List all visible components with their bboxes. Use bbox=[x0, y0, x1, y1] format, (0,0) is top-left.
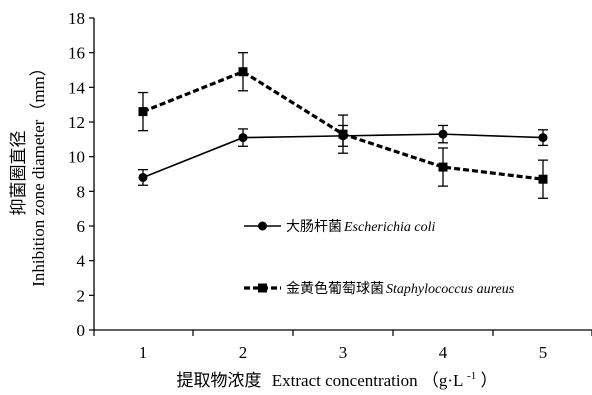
y-tick-label: 0 bbox=[77, 321, 86, 340]
data-point bbox=[138, 172, 148, 182]
y-tick-label: 2 bbox=[77, 286, 86, 305]
data-point bbox=[538, 133, 548, 143]
data-point bbox=[138, 107, 148, 117]
x-axis-title-cn: 提取物浓度 bbox=[177, 371, 262, 390]
y-tick-label: 16 bbox=[68, 44, 85, 63]
series-2 bbox=[138, 52, 548, 199]
y-tick-label: 14 bbox=[68, 78, 86, 97]
legend: 大肠杆菌 Escherichia coli 金黄色葡萄球菌 Staphylococcu… bbox=[244, 219, 515, 297]
y-tick-label: 8 bbox=[77, 182, 86, 201]
data-point bbox=[538, 174, 548, 184]
x-axis-title-en: Extract concentration bbox=[272, 371, 418, 390]
y-tick-label: 4 bbox=[77, 252, 86, 271]
x-axis-title: 提取物浓度 Extract concentration （g·L -1 ） bbox=[177, 364, 498, 390]
y-axis-title-cn: 抑菌圈直径 bbox=[9, 131, 28, 216]
legend-marker bbox=[258, 221, 267, 231]
y-tick-label: 6 bbox=[77, 217, 86, 236]
x-axis-title-unit-sup: -1 bbox=[467, 370, 476, 382]
y-tick-label: 18 bbox=[68, 9, 85, 28]
series-layer bbox=[138, 52, 548, 199]
x-tick-label: 4 bbox=[439, 343, 448, 362]
legend-name-latin: Staphylococcus aureus bbox=[386, 282, 515, 297]
legend-name-cn: 金黄色葡萄球菌 bbox=[286, 280, 384, 297]
y-axis-title-en: Inhibition zone diameter（mm） bbox=[29, 59, 48, 287]
legend-name-cn: 大肠杆菌 bbox=[286, 219, 342, 235]
x-axis-title-unit-close: ） bbox=[480, 371, 497, 390]
data-point bbox=[238, 67, 248, 77]
x-tick-label: 5 bbox=[539, 343, 548, 362]
data-point bbox=[438, 129, 448, 139]
data-point bbox=[438, 162, 448, 172]
y-tick-label: 12 bbox=[68, 113, 85, 132]
y-tick-label: 10 bbox=[68, 148, 85, 167]
data-point bbox=[338, 129, 348, 139]
legend-label: 大肠杆菌 Escherichia coli bbox=[286, 219, 435, 235]
x-tick-label: 1 bbox=[139, 343, 148, 362]
legend-marker bbox=[258, 283, 267, 293]
legend-name-latin: Escherichia coli bbox=[343, 220, 435, 235]
x-tick-label: 3 bbox=[339, 343, 348, 362]
x-tick-label: 2 bbox=[239, 343, 248, 362]
series-1 bbox=[138, 124, 548, 186]
legend-label: 金黄色葡萄球菌 Staphylococcus aureus bbox=[286, 280, 515, 297]
x-axis-title-unit: （g·L bbox=[422, 371, 463, 390]
data-point bbox=[238, 133, 248, 143]
